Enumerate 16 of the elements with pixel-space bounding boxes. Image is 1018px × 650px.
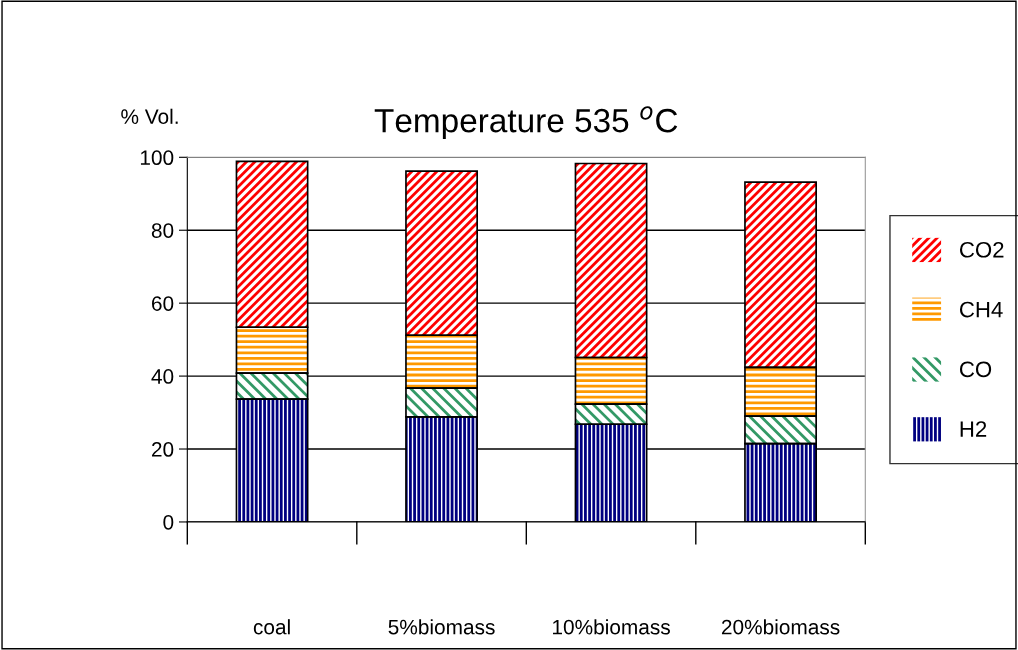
y-tick-label: 60	[152, 296, 174, 311]
x-tick-label: 10%biomass	[553, 619, 670, 635]
y-tick-label: 0	[163, 514, 174, 530]
y-axis-title: % Vol.	[121, 108, 178, 125]
legend-label: CH4	[959, 301, 1003, 318]
legend-label: CO2	[959, 241, 1004, 258]
legend-label: CO	[959, 361, 992, 378]
legend-label: H2	[960, 421, 987, 437]
y-tick-label: 80	[151, 223, 174, 238]
y-tick-label: 20	[152, 442, 174, 457]
x-tick-label: coal	[253, 619, 290, 635]
y-tick-label: 100	[140, 150, 174, 166]
x-tick-label: 5%biomass	[388, 619, 495, 635]
x-tick-label: 20%biomass	[721, 619, 840, 635]
chart-title: Temperature 535 $^{o}$C	[374, 106, 678, 140]
y-tick-label: 40	[151, 369, 174, 384]
